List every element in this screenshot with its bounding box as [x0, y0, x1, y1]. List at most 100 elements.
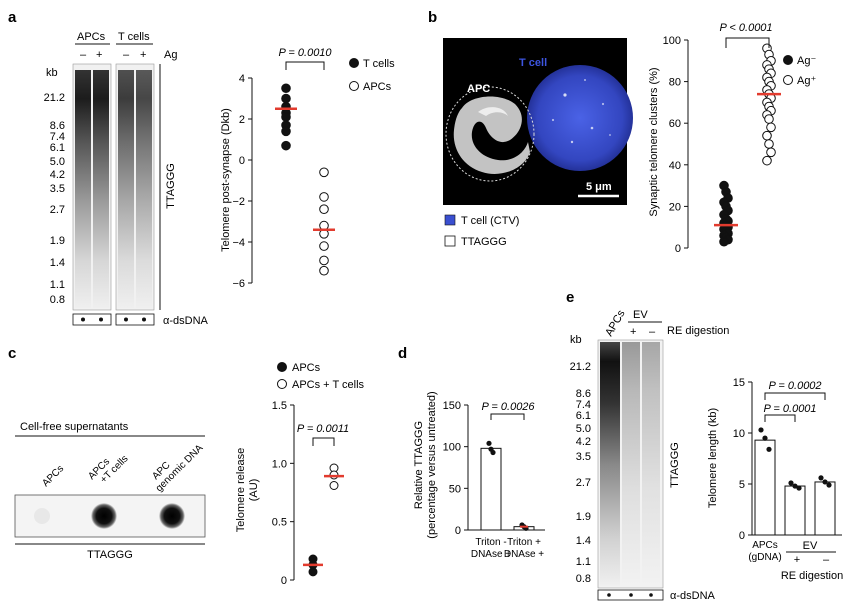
chart-e-y-tick-label: 5	[739, 479, 745, 491]
chart-c-legend-marker	[277, 362, 287, 372]
chart-c-y-tick-label: 0	[281, 575, 287, 587]
blot-a-marker-label: 1.9	[50, 235, 65, 247]
blot-e-kb-label: kb	[570, 334, 582, 346]
panel-e-label: e	[566, 289, 574, 306]
blot-e-loading-dot	[607, 593, 611, 597]
chart-e-y-tick-label: 10	[733, 428, 745, 440]
panel-b: b APC T cell 5 μm T cell (CTV) TTAGGG 10…	[428, 9, 816, 255]
chart-b-point-ag-pos	[764, 114, 774, 124]
blot-a-loading-dot	[81, 317, 85, 322]
chart-e: 15 10 5 0 Telomere length (kb) APCs (gDNA) + –EV…	[707, 377, 843, 582]
blot-a-marker-label: 4.2	[50, 169, 65, 181]
blot-e-markers: 21.2 8.67.46.15.04.2 3.5 2.7 1.9 1.4 1.1 0.8	[570, 361, 591, 585]
blot-e-loading-dot	[649, 593, 653, 597]
blot-e-lane-3	[642, 342, 660, 586]
blot-a-lane-3	[118, 70, 134, 308]
blot-a-group-apcs: APCs	[77, 31, 106, 43]
chart-d-y-tick-label: 100	[443, 442, 461, 454]
chart-b-y-tick-label: 80	[669, 77, 681, 89]
blot-a-marker-label: 2.7	[50, 204, 65, 216]
blot-a-marker-label: 6.1	[50, 142, 65, 154]
chart-a-point-apcs	[319, 265, 329, 276]
chart-a-pvalue-bracket	[285, 61, 325, 70]
dotblot-lane-labels: APCs APCs+T cells APCgenomic DNA	[40, 435, 205, 495]
blot-a-loading-strip-2	[115, 313, 155, 326]
chart-a-y-tick-label: −2	[232, 196, 245, 208]
chart-e-x-tick-label: –	[823, 554, 830, 566]
scale-bar-label: 5 μm	[586, 181, 612, 193]
chart-c-pvalue-bracket	[312, 437, 335, 446]
blot-a-loading-dot	[124, 317, 128, 322]
chart-b-pvalue: P < 0.0001	[719, 22, 772, 34]
chart-a-legend-marker	[349, 81, 359, 91]
chart-c-point	[329, 481, 339, 490]
blot-a-lane-2-sign: +	[96, 49, 102, 61]
blot-e-loading-dot	[629, 593, 633, 597]
chart-a-point-apcs	[319, 167, 329, 178]
blot-e-lane-1	[600, 342, 620, 586]
blot-e-marker-label: 1.9	[576, 511, 591, 523]
chart-b-point-ag-pos	[762, 155, 772, 166]
blot-a-loading-dot	[142, 317, 146, 322]
chart-e-x-tick-label: +	[794, 554, 800, 566]
legend-tcell-swatch	[444, 214, 456, 226]
blot-a-kb-label: kb	[46, 67, 58, 79]
chart-b-legend-marker	[783, 55, 793, 65]
chart-a-point-apcs	[319, 241, 329, 251]
panel-a-label: a	[8, 9, 17, 26]
blot-e-lane-apcs: APCs	[603, 308, 628, 339]
blot-a-markers: 21.2 8.67.46.1 5.04.2 3.5 2.7 1.9 1.4 1.1 0.8	[44, 92, 65, 306]
chart-e-point	[822, 479, 828, 485]
chart-a-y-tick-label: 0	[239, 155, 245, 167]
tcell-speckles	[551, 79, 611, 144]
blot-e-lane-ev: EV	[633, 309, 648, 321]
blot-a-lane-3-sign: –	[123, 49, 130, 61]
dotblot-title: Cell-free supernatants	[20, 421, 129, 433]
apc-outline	[445, 86, 535, 182]
legend-telomere-label: TTAGGG	[461, 236, 507, 248]
chart-e-bar	[754, 439, 776, 536]
chart-d-x-tick-label: Triton -DNAse +	[471, 537, 511, 560]
blot-e-marker-label: 2.7	[576, 477, 591, 489]
panel-b-label: b	[428, 9, 437, 26]
chart-d-x-tick-label: Triton + DNAse +	[504, 537, 544, 560]
blot-a-marker-label: 7.4	[50, 131, 65, 143]
chart-a-point-tcells	[281, 112, 291, 122]
panel-a: a APCs T cells – + – + Ag kb TTAGGG 21.2…	[8, 9, 395, 327]
chart-a-y-tick-label: 4	[239, 73, 245, 85]
panel-c: c Cell-free supernatants APCs APCs+T cel…	[8, 345, 365, 587]
chart-e-pvalue: P = 0.0002	[768, 380, 821, 392]
chart-e-point	[792, 483, 798, 489]
blot-a-lane-1-sign: –	[80, 49, 87, 61]
chart-a-y-tick-label: 2	[239, 114, 245, 126]
blot-a-marker-label: 1.4	[50, 257, 65, 269]
apc-label: APC	[467, 83, 490, 95]
chart-a-point-tcells	[281, 140, 291, 151]
chart-a-y-tick-label: −6	[232, 278, 245, 290]
blot-e-marker-label: 3.5	[576, 451, 591, 463]
dotblot-probe-label: TTAGGG	[87, 549, 133, 561]
tcell-cell	[527, 65, 633, 171]
chart-e-point	[766, 446, 772, 452]
chart-a-point-apcs	[319, 192, 329, 202]
chart-a-point-tcells	[281, 83, 291, 94]
chart-c-y-tick-label: 1.5	[272, 400, 287, 412]
dotblot-lane-3: APCgenomic DNA	[146, 435, 205, 494]
chart-e-y-tick-label: 15	[733, 377, 745, 389]
blot-e-marker-label: 5.0	[576, 423, 591, 435]
blot-a-marker-label: 5.0	[50, 156, 65, 168]
chart-a-y-label: Telomere post-synapse (Dkb)	[220, 108, 232, 252]
chart-b: 100 80 60 40 20 0 Synaptic telomere clusters (…	[648, 22, 816, 255]
blot-e-marker-label: 21.2	[570, 361, 591, 373]
chart-e-bar	[814, 481, 836, 536]
chart-e-point	[796, 485, 802, 491]
chart-b-y-tick-label: 40	[669, 160, 681, 172]
blot-a-marker-label: 8.6	[50, 120, 65, 132]
chart-b-y-tick-label: 0	[675, 243, 681, 255]
chart-c-legend-label: APCs + T cells	[292, 379, 365, 391]
blot-e-marker-label: 8.6	[576, 388, 591, 400]
blot-e-sign-minus: –	[649, 326, 656, 338]
chart-b-point-ag-pos	[766, 122, 776, 133]
blot-a-marker-label: 3.5	[50, 183, 65, 195]
